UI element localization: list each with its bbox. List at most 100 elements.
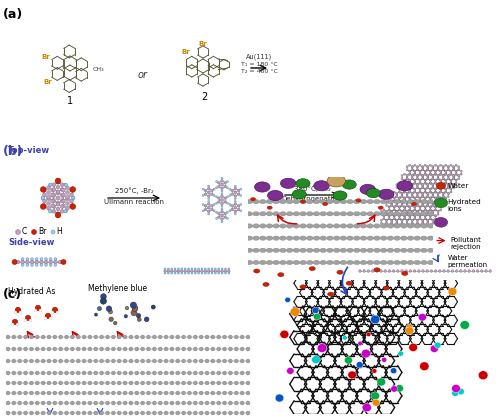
Circle shape [360, 200, 367, 204]
Circle shape [440, 170, 442, 172]
Text: Water
permeation: Water permeation [448, 255, 488, 268]
Circle shape [445, 173, 447, 175]
Circle shape [273, 200, 280, 204]
Circle shape [340, 200, 346, 204]
Circle shape [346, 236, 354, 240]
Circle shape [424, 179, 426, 181]
Circle shape [309, 267, 316, 270]
Circle shape [445, 179, 447, 181]
Circle shape [132, 306, 138, 311]
Circle shape [422, 202, 424, 203]
Circle shape [286, 260, 293, 265]
Circle shape [458, 175, 460, 177]
Circle shape [188, 272, 190, 274]
Circle shape [398, 200, 400, 202]
Circle shape [360, 184, 376, 194]
Circle shape [414, 173, 416, 175]
Text: (c): (c) [3, 288, 22, 301]
Circle shape [416, 195, 418, 197]
Circle shape [390, 210, 392, 213]
Circle shape [194, 359, 198, 363]
Circle shape [408, 206, 410, 208]
Circle shape [412, 178, 414, 180]
Circle shape [416, 186, 418, 189]
Circle shape [424, 209, 426, 211]
Circle shape [164, 268, 166, 270]
Circle shape [76, 347, 80, 351]
Circle shape [371, 392, 380, 400]
Circle shape [182, 381, 186, 385]
Circle shape [220, 195, 224, 197]
Circle shape [129, 347, 133, 351]
Circle shape [82, 411, 86, 415]
Circle shape [12, 319, 18, 325]
Circle shape [55, 212, 61, 218]
Circle shape [406, 219, 408, 221]
Circle shape [412, 186, 414, 189]
Circle shape [426, 169, 428, 171]
Circle shape [416, 202, 418, 203]
Circle shape [170, 381, 174, 385]
Circle shape [424, 182, 426, 184]
Circle shape [455, 170, 457, 172]
Circle shape [62, 199, 65, 203]
Circle shape [434, 179, 436, 181]
Circle shape [388, 215, 390, 217]
Circle shape [450, 179, 452, 181]
Circle shape [388, 200, 390, 202]
Circle shape [386, 213, 388, 215]
Circle shape [76, 391, 80, 395]
Circle shape [52, 205, 56, 208]
Circle shape [437, 192, 439, 194]
Circle shape [216, 218, 218, 220]
Circle shape [199, 381, 203, 385]
Circle shape [432, 205, 434, 206]
Circle shape [174, 272, 176, 274]
Circle shape [394, 224, 400, 228]
Circle shape [424, 224, 426, 226]
Circle shape [434, 173, 436, 175]
Circle shape [396, 205, 398, 206]
Circle shape [306, 248, 313, 252]
Circle shape [224, 268, 226, 270]
Circle shape [406, 213, 408, 215]
Circle shape [432, 184, 434, 186]
Circle shape [422, 213, 424, 215]
Circle shape [19, 311, 22, 314]
Circle shape [401, 205, 403, 206]
Circle shape [414, 182, 416, 184]
Circle shape [404, 179, 406, 181]
Circle shape [39, 309, 42, 312]
Circle shape [412, 202, 416, 206]
Text: Top-view: Top-view [8, 146, 50, 155]
Circle shape [228, 371, 232, 375]
Circle shape [416, 213, 418, 215]
Circle shape [424, 188, 426, 190]
Circle shape [437, 213, 439, 215]
Circle shape [252, 224, 260, 228]
Circle shape [320, 224, 326, 228]
Circle shape [422, 178, 424, 180]
Circle shape [188, 411, 192, 415]
Circle shape [419, 209, 421, 211]
Circle shape [216, 187, 218, 189]
Circle shape [204, 270, 206, 272]
Circle shape [252, 200, 260, 204]
Circle shape [420, 212, 428, 216]
Circle shape [47, 381, 51, 385]
Circle shape [218, 216, 220, 218]
Circle shape [213, 204, 215, 205]
Circle shape [383, 215, 385, 217]
Circle shape [426, 213, 428, 215]
Circle shape [164, 272, 166, 274]
Circle shape [66, 191, 70, 194]
Circle shape [437, 166, 439, 168]
Circle shape [380, 210, 382, 213]
Circle shape [45, 313, 51, 319]
Text: Br: Br [181, 49, 190, 55]
Circle shape [437, 178, 439, 180]
Circle shape [56, 191, 60, 195]
Circle shape [414, 170, 416, 172]
Circle shape [442, 186, 444, 189]
Circle shape [356, 199, 361, 202]
